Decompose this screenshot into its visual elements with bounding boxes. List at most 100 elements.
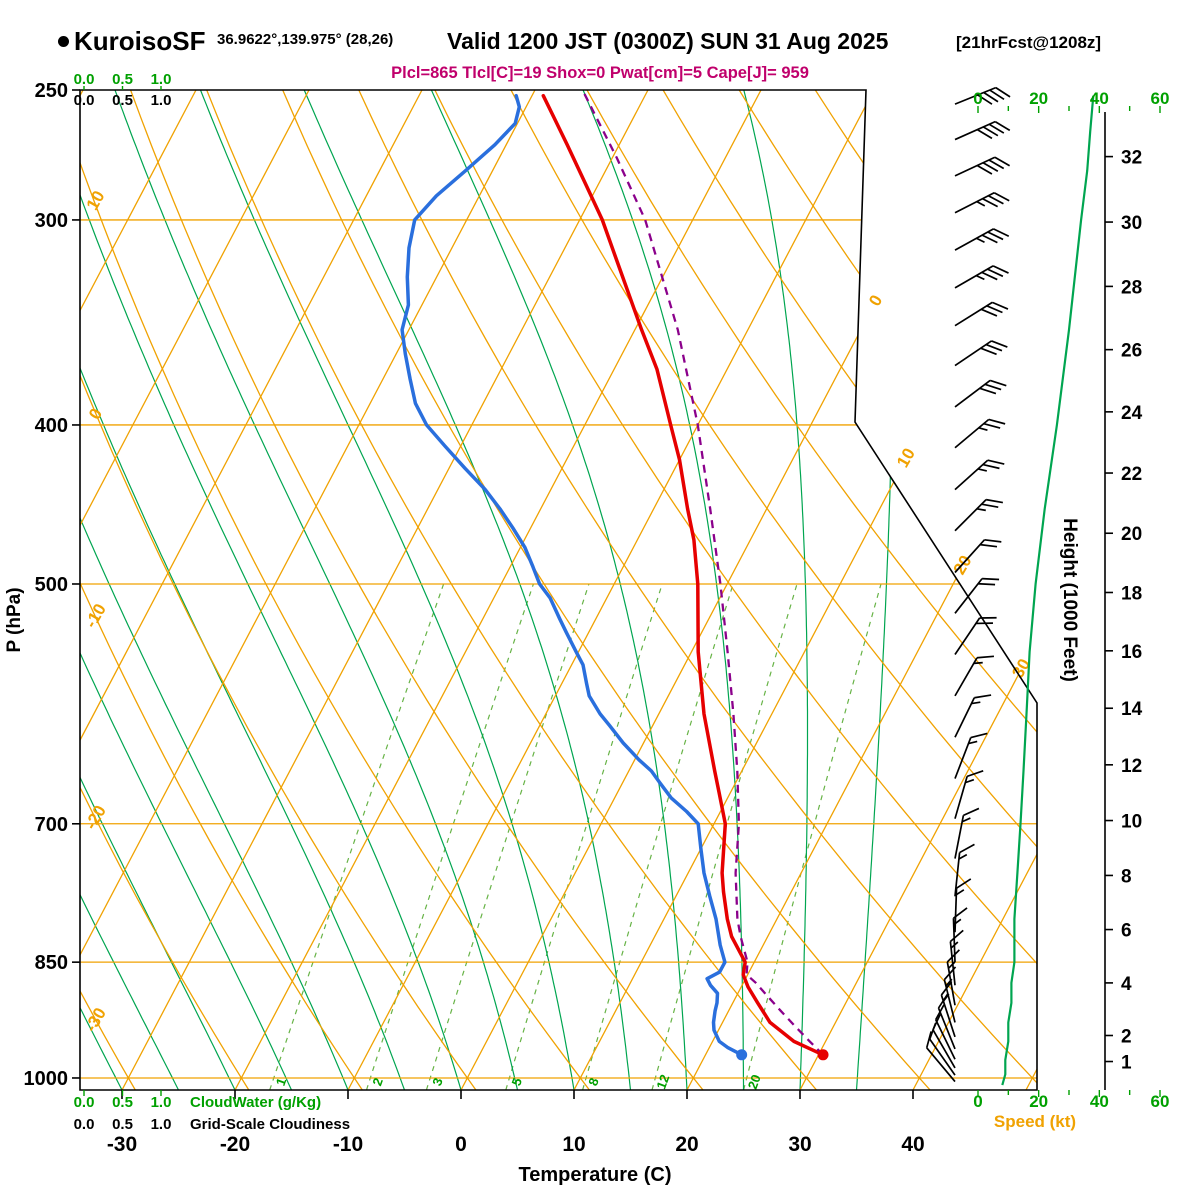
svg-text:60: 60 <box>1151 89 1170 108</box>
wind-barb <box>954 120 1011 141</box>
wind-barb <box>954 538 1002 574</box>
svg-text:0.5: 0.5 <box>112 1094 133 1111</box>
svg-text:CloudWater (g/Kg): CloudWater (g/Kg) <box>190 1094 321 1111</box>
speed-profile <box>1001 95 1095 1086</box>
svg-text:26: 26 <box>1121 341 1142 362</box>
svg-text:20: 20 <box>1029 1092 1048 1111</box>
svg-text:300: 300 <box>35 210 68 232</box>
svg-text:8: 8 <box>1121 866 1132 887</box>
wind-barb <box>954 228 1010 251</box>
svg-text:-30: -30 <box>107 1133 137 1156</box>
svg-text:0.0: 0.0 <box>74 92 95 109</box>
svg-text:Temperature (C): Temperature (C) <box>519 1164 672 1186</box>
wind-barb <box>954 301 1009 327</box>
wind-barb <box>954 616 997 655</box>
wind-barb <box>954 498 1004 532</box>
wind-barb <box>934 1004 956 1060</box>
valid-time: Valid 1200 JST (0300Z) SUN 31 Aug 2025 <box>447 28 889 54</box>
svg-text:40: 40 <box>1090 1092 1109 1111</box>
svg-text:Speed (kt): Speed (kt) <box>994 1112 1076 1131</box>
svg-text:6: 6 <box>1121 921 1132 942</box>
svg-text:30: 30 <box>1121 213 1142 234</box>
svg-text:2: 2 <box>1121 1026 1132 1047</box>
wind-barb <box>954 340 1008 367</box>
svg-text:20: 20 <box>675 1133 698 1156</box>
svg-text:20: 20 <box>1121 524 1142 545</box>
surface-markers <box>736 1049 829 1061</box>
svg-text:-20: -20 <box>220 1133 250 1156</box>
dry-adiabats <box>80 90 1037 1090</box>
svg-text:1000: 1000 <box>24 1068 69 1090</box>
sounding-parameters: Plcl=865 Tlcl[C]=19 Shox=0 Pwat[cm]=5 Ca… <box>391 64 809 82</box>
svg-text:Grid-Scale Cloudiness: Grid-Scale Cloudiness <box>190 1116 350 1133</box>
svg-text:1.0: 1.0 <box>151 71 172 88</box>
wind-barb <box>954 418 1006 449</box>
svg-text:1.0: 1.0 <box>151 92 172 109</box>
wind-barb <box>954 577 1000 614</box>
wind-barb <box>954 192 1010 214</box>
svg-text:0.5: 0.5 <box>112 92 133 109</box>
temperature-curve <box>541 93 825 1057</box>
station-marker-icon <box>58 36 69 47</box>
mixing-ratio-lines <box>269 583 882 1090</box>
svg-text:5: 5 <box>508 1076 525 1088</box>
wind-barb <box>954 379 1007 408</box>
svg-text:10: 10 <box>562 1133 585 1156</box>
svg-text:3: 3 <box>429 1076 446 1088</box>
svg-text:14: 14 <box>1121 699 1143 720</box>
wind-barb <box>954 843 975 897</box>
wind-barb <box>954 694 992 738</box>
svg-text:0.5: 0.5 <box>112 71 133 88</box>
svg-text:-30: -30 <box>81 1004 110 1035</box>
wind-barb <box>954 655 995 697</box>
wind-barb <box>954 156 1011 177</box>
svg-text:18: 18 <box>1121 583 1142 604</box>
svg-text:-20: -20 <box>81 802 110 833</box>
svg-text:500: 500 <box>35 574 68 596</box>
svg-text:4: 4 <box>1121 974 1132 995</box>
pressure-axis: 250 300 400 500 700 850 1000 P (hPa) <box>4 80 80 1090</box>
svg-text:700: 700 <box>35 814 68 836</box>
svg-text:0: 0 <box>865 292 886 310</box>
wind-barb <box>954 878 972 933</box>
wind-barb <box>928 1022 956 1076</box>
svg-text:60: 60 <box>1151 1092 1170 1111</box>
svg-text:0: 0 <box>973 89 982 108</box>
svg-text:400: 400 <box>35 415 68 437</box>
wind-barb <box>954 770 984 819</box>
isotherm-lines <box>80 90 1037 1090</box>
svg-text:22: 22 <box>1121 464 1142 485</box>
svg-text:250: 250 <box>35 80 68 102</box>
wind-barb <box>954 732 988 779</box>
wind-barb <box>954 265 1009 289</box>
svg-text:40: 40 <box>901 1133 924 1156</box>
svg-text:40: 40 <box>1090 89 1109 108</box>
svg-text:0.0: 0.0 <box>74 1094 95 1111</box>
svg-text:20: 20 <box>745 1072 764 1091</box>
svg-text:0.5: 0.5 <box>112 1116 133 1133</box>
svg-text:0.0: 0.0 <box>74 1116 95 1133</box>
svg-text:12: 12 <box>1121 756 1142 777</box>
dewpoint-curve <box>400 93 744 1057</box>
wind-barb <box>943 966 957 1023</box>
plot-border <box>79 89 1038 1091</box>
svg-text:2: 2 <box>369 1076 386 1088</box>
svg-text:Height (1000 Feet): Height (1000 Feet) <box>1059 518 1080 682</box>
speed-axis: 0 0 20 20 40 40 60 60 Speed (kt) <box>973 89 1169 1131</box>
svg-text:1: 1 <box>273 1076 290 1088</box>
svg-text:850: 850 <box>35 952 68 974</box>
svg-text:0: 0 <box>973 1092 982 1111</box>
svg-text:1.0: 1.0 <box>151 1116 172 1133</box>
svg-text:-10: -10 <box>333 1133 363 1156</box>
station-coords: 36.9622°,139.975° (28,26) <box>217 31 394 48</box>
svg-text:16: 16 <box>1121 642 1142 663</box>
svg-text:10: 10 <box>893 445 919 471</box>
moist-adiabats <box>80 90 894 1090</box>
svg-text:10: 10 <box>1121 812 1142 833</box>
parcel-curve <box>581 90 824 1056</box>
svg-text:-10: -10 <box>81 600 110 631</box>
svg-text:24: 24 <box>1121 403 1143 424</box>
